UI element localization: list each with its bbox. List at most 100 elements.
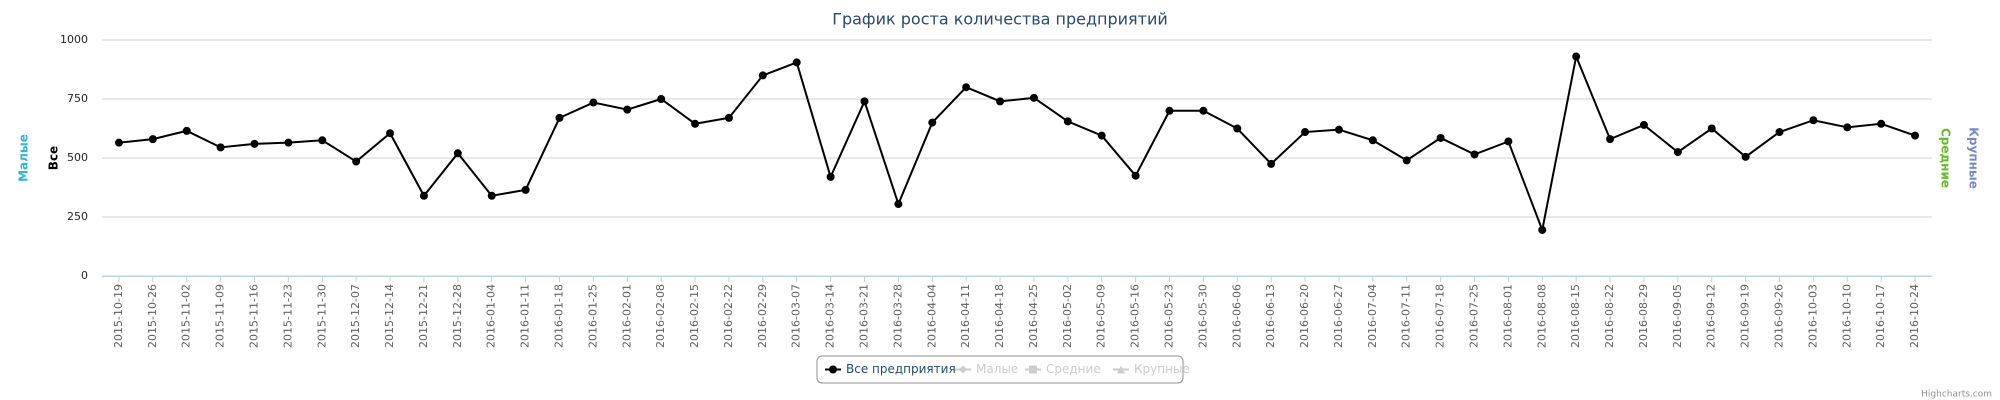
y-tick-label: 500 <box>67 151 88 164</box>
point-marker <box>521 185 530 194</box>
x-tick-label: 2016-10-17 <box>1874 284 1887 348</box>
point-marker <box>1639 120 1648 129</box>
x-tick-label: 2016-06-27 <box>1332 284 1345 348</box>
y-tick-label: 750 <box>67 92 88 105</box>
x-tick-label: 2016-04-18 <box>993 284 1006 348</box>
x-tick-label: 2016-04-04 <box>925 284 938 348</box>
point-marker <box>1334 125 1343 134</box>
x-tick-label: 2016-08-15 <box>1569 284 1582 348</box>
x-tick-label: 2016-06-13 <box>1264 284 1277 348</box>
point-marker <box>691 119 700 128</box>
point-marker <box>182 126 191 135</box>
point-marker <box>1301 128 1310 137</box>
legend-item[interactable]: Малые <box>955 362 1018 376</box>
y-axis-title: Средние <box>1939 128 1953 188</box>
x-tick-label: 2016-06-20 <box>1298 284 1311 348</box>
point-marker <box>996 97 1005 106</box>
x-tick-label: 2016-09-05 <box>1671 284 1684 348</box>
point-marker <box>250 139 259 148</box>
x-tick-label: 2016-01-25 <box>586 284 599 348</box>
legend-box <box>816 355 1184 384</box>
point-marker <box>1131 171 1140 180</box>
x-tick-label: 2015-11-02 <box>180 284 193 348</box>
point-marker <box>826 172 835 181</box>
x-tick-label: 2016-02-08 <box>654 284 667 348</box>
point-marker <box>1741 152 1750 161</box>
x-tick-label: 2016-01-04 <box>485 284 498 348</box>
point-marker <box>1572 52 1581 61</box>
y-tick-label: 250 <box>67 210 88 223</box>
x-tick-label: 2015-11-23 <box>281 284 294 348</box>
legend-item[interactable]: Крупные <box>1113 362 1190 376</box>
x-tick-label: 2016-06-06 <box>1230 284 1243 348</box>
point-marker <box>1809 116 1818 125</box>
point-marker <box>1402 156 1411 165</box>
y-tick-label: 0 <box>81 269 88 282</box>
y-axis-title: Малые <box>17 134 31 182</box>
x-tick-label: 2016-08-01 <box>1501 284 1514 348</box>
credits[interactable]: Highcharts.com <box>1921 390 1992 400</box>
point-marker <box>1877 119 1886 128</box>
legend-label: Малые <box>976 362 1018 376</box>
point-marker <box>1470 150 1479 159</box>
x-tick-label: 2016-05-30 <box>1196 284 1209 348</box>
point-marker <box>657 95 666 103</box>
x-tick-label: 2016-08-29 <box>1637 284 1650 348</box>
x-tick-label: 2016-02-29 <box>756 284 769 348</box>
point-marker <box>487 191 496 200</box>
x-tick-label: 2016-01-11 <box>519 284 532 348</box>
x-tick-label: 2016-07-04 <box>1366 284 1379 348</box>
legend-marker <box>1117 365 1125 374</box>
point-marker <box>1504 137 1513 146</box>
y-axis-title: Крупные <box>1967 127 1981 189</box>
legend-marker <box>1029 365 1037 374</box>
point-marker <box>792 58 801 67</box>
point-marker <box>216 143 225 152</box>
x-tick-label: 2016-08-08 <box>1535 284 1548 348</box>
point-marker <box>758 71 767 80</box>
point-marker <box>589 98 598 107</box>
x-tick-label: 2016-04-11 <box>959 284 972 348</box>
x-tick-label: 2016-10-10 <box>1840 284 1853 348</box>
x-tick-label: 2016-01-18 <box>553 284 566 348</box>
point-marker <box>623 105 632 114</box>
point-marker <box>1199 106 1208 115</box>
x-tick-label: 2016-05-09 <box>1095 284 1108 348</box>
x-tick-label: 2016-09-26 <box>1773 284 1786 348</box>
x-tick-label: 2015-12-28 <box>451 284 464 348</box>
y-axis-title: Все <box>47 146 61 170</box>
x-tick-label: 2015-11-30 <box>315 284 328 348</box>
legend-marker <box>829 365 837 374</box>
x-tick-label: 2016-05-16 <box>1129 284 1142 348</box>
point-marker <box>1233 124 1242 133</box>
x-tick-label: 2015-10-26 <box>146 284 159 348</box>
point-marker <box>386 129 395 138</box>
point-marker <box>1165 106 1174 115</box>
point-marker <box>1267 159 1276 168</box>
x-tick-label: 2016-02-15 <box>688 284 701 348</box>
x-tick-label: 2016-09-19 <box>1739 284 1752 348</box>
x-tick-label: 2016-10-03 <box>1806 284 1819 348</box>
point-marker <box>928 118 937 127</box>
point-marker <box>1673 148 1682 157</box>
legend-item[interactable]: Все предприятия <box>825 362 956 376</box>
x-tick-label: 2016-07-18 <box>1434 284 1447 348</box>
x-tick-label: 2016-03-07 <box>790 284 803 348</box>
chart-title: График роста количества предприятий <box>832 10 1168 29</box>
legend-label: Крупные <box>1134 362 1190 376</box>
x-tick-label: 2016-05-02 <box>1061 284 1074 348</box>
y-tick-label: 1000 <box>60 33 88 46</box>
x-tick-label: 2016-02-22 <box>722 284 735 348</box>
x-tick-label: 2016-07-25 <box>1468 284 1481 348</box>
x-tick-label: 2016-09-12 <box>1705 284 1718 348</box>
x-tick-label: 2015-11-16 <box>248 284 261 348</box>
point-marker <box>1097 131 1106 140</box>
point-marker <box>962 83 971 92</box>
point-marker <box>1368 136 1377 145</box>
point-marker <box>114 138 123 147</box>
x-tick-label: 2015-12-14 <box>383 284 396 348</box>
point-marker <box>284 138 293 147</box>
x-tick-label: 2015-12-21 <box>417 284 430 348</box>
legend-item[interactable]: Средние <box>1025 362 1101 376</box>
legend-label: Все предприятия <box>846 362 956 376</box>
